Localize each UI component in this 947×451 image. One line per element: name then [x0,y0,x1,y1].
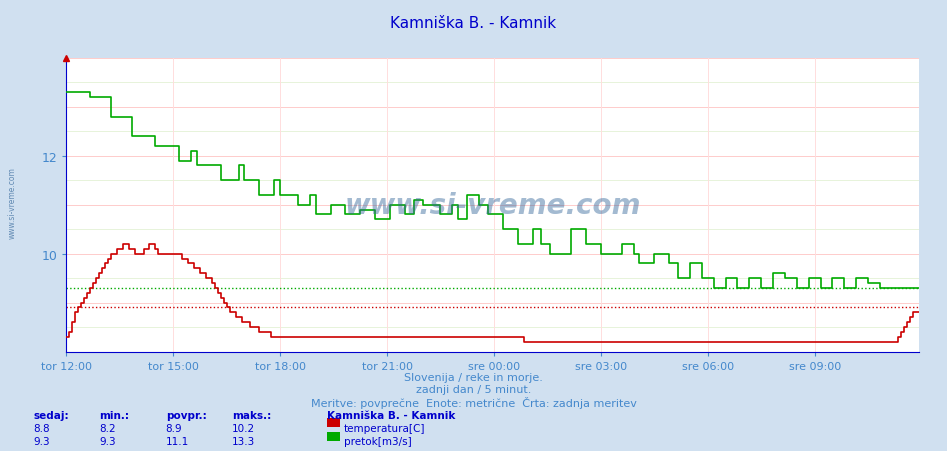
Text: www.si-vreme.com: www.si-vreme.com [8,167,17,239]
Text: Slovenija / reke in morje.: Slovenija / reke in morje. [404,372,543,382]
Text: zadnji dan / 5 minut.: zadnji dan / 5 minut. [416,384,531,394]
Text: 11.1: 11.1 [166,436,189,446]
Text: min.:: min.: [99,410,130,420]
Text: Meritve: povprečne  Enote: metrične  Črta: zadnja meritev: Meritve: povprečne Enote: metrične Črta:… [311,396,636,409]
Text: 13.3: 13.3 [232,436,256,446]
Text: Kamniška B. - Kamnik: Kamniška B. - Kamnik [390,16,557,31]
Text: 8.9: 8.9 [166,423,183,433]
Text: 8.8: 8.8 [33,423,50,433]
Text: 9.3: 9.3 [33,436,50,446]
Text: sedaj:: sedaj: [33,410,69,420]
Text: temperatura[C]: temperatura[C] [344,423,425,433]
Text: pretok[m3/s]: pretok[m3/s] [344,436,412,446]
Text: 9.3: 9.3 [99,436,116,446]
Text: 10.2: 10.2 [232,423,255,433]
Text: maks.:: maks.: [232,410,271,420]
Text: www.si-vreme.com: www.si-vreme.com [344,191,641,219]
Text: Kamniška B. - Kamnik: Kamniška B. - Kamnik [327,410,456,420]
Text: 8.2: 8.2 [99,423,116,433]
Text: povpr.:: povpr.: [166,410,206,420]
